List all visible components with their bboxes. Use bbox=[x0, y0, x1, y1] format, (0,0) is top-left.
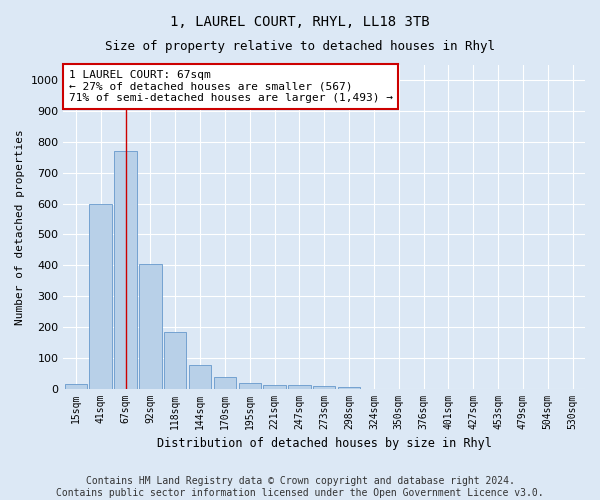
Bar bbox=[313, 386, 335, 388]
Bar bbox=[338, 386, 360, 388]
Bar bbox=[65, 384, 87, 388]
Bar bbox=[89, 204, 112, 388]
Bar bbox=[263, 384, 286, 388]
Bar bbox=[288, 384, 311, 388]
Bar bbox=[164, 332, 187, 388]
Bar bbox=[189, 364, 211, 388]
X-axis label: Distribution of detached houses by size in Rhyl: Distribution of detached houses by size … bbox=[157, 437, 491, 450]
Y-axis label: Number of detached properties: Number of detached properties bbox=[15, 129, 25, 324]
Bar bbox=[239, 383, 261, 388]
Text: 1, LAUREL COURT, RHYL, LL18 3TB: 1, LAUREL COURT, RHYL, LL18 3TB bbox=[170, 15, 430, 29]
Text: Size of property relative to detached houses in Rhyl: Size of property relative to detached ho… bbox=[105, 40, 495, 53]
Bar bbox=[115, 152, 137, 388]
Bar bbox=[139, 264, 161, 388]
Bar bbox=[214, 377, 236, 388]
Text: Contains HM Land Registry data © Crown copyright and database right 2024.
Contai: Contains HM Land Registry data © Crown c… bbox=[56, 476, 544, 498]
Text: 1 LAUREL COURT: 67sqm
← 27% of detached houses are smaller (567)
71% of semi-det: 1 LAUREL COURT: 67sqm ← 27% of detached … bbox=[68, 70, 392, 103]
